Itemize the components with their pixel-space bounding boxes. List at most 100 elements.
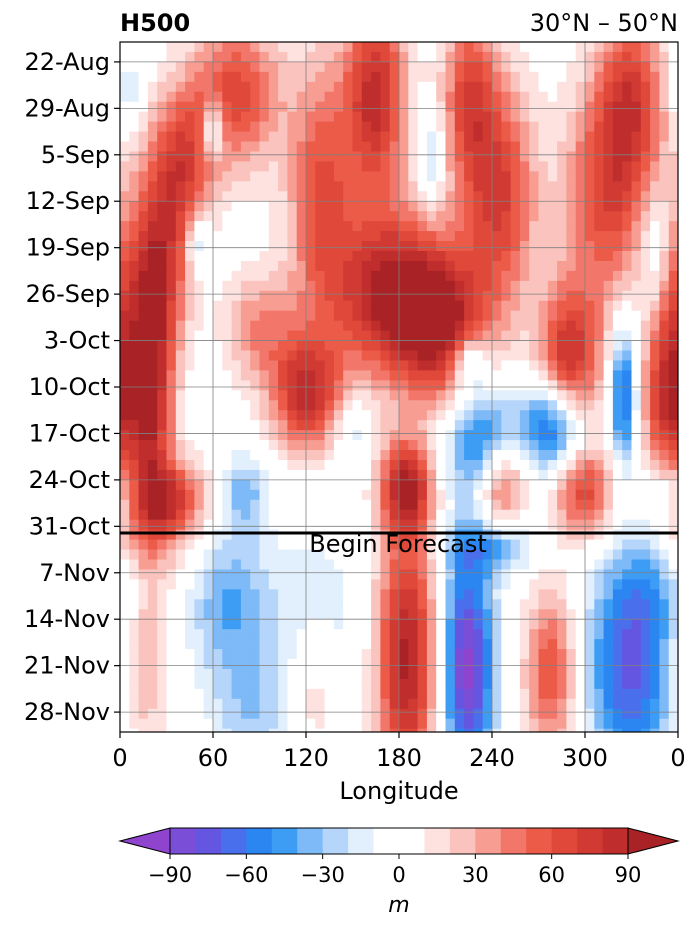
heatmap-cell	[408, 539, 419, 551]
heatmap-cell	[510, 290, 521, 302]
heatmap-cell	[659, 360, 670, 372]
heatmap-cell	[278, 181, 288, 192]
heatmap-cell	[240, 330, 251, 342]
heatmap-cell	[129, 42, 140, 53]
heatmap-cell	[175, 519, 186, 531]
heatmap-cell	[473, 400, 484, 411]
heatmap-cell	[426, 718, 437, 730]
heatmap-cell	[510, 639, 521, 650]
heatmap-cell	[492, 42, 502, 53]
heatmap-cell	[510, 171, 521, 182]
heatmap-cell	[668, 241, 678, 252]
heatmap-cell	[399, 509, 409, 521]
heatmap-cell	[650, 191, 660, 202]
heatmap-cell	[557, 400, 567, 411]
heatmap-cell	[222, 320, 233, 332]
heatmap-cell	[250, 499, 261, 511]
heatmap-cell	[445, 509, 456, 521]
heatmap-cell	[640, 450, 651, 461]
heatmap-cell	[250, 101, 261, 113]
heatmap-cell	[426, 51, 437, 63]
heatmap-cell	[575, 390, 586, 401]
heatmap-cell	[612, 489, 623, 501]
heatmap-cell	[585, 241, 595, 252]
heatmap-cell	[668, 509, 678, 521]
heatmap-cell	[120, 81, 130, 93]
heatmap-cell	[268, 340, 279, 352]
heatmap-cell	[650, 509, 660, 521]
heatmap-cell	[250, 121, 261, 133]
heatmap-cell	[389, 410, 400, 421]
heatmap-cell	[519, 300, 530, 312]
heatmap-cell	[157, 151, 168, 163]
heatmap-cell	[631, 310, 642, 322]
heatmap-cell	[482, 241, 493, 252]
heatmap-cell	[222, 718, 233, 730]
heatmap-cell	[519, 390, 530, 401]
heatmap-cell	[594, 310, 605, 322]
heatmap-cell	[380, 191, 391, 202]
heatmap-cell	[594, 668, 605, 680]
heatmap-cell	[631, 579, 642, 590]
heatmap-cell	[436, 350, 447, 362]
heatmap-cell	[185, 360, 195, 372]
heatmap-cell	[147, 290, 158, 302]
heatmap-cell	[417, 81, 428, 93]
heatmap-cell	[585, 559, 595, 571]
heatmap-cell	[268, 241, 279, 252]
heatmap-cell	[147, 569, 158, 581]
heatmap-cell	[538, 619, 549, 630]
heatmap-cell	[622, 479, 633, 491]
heatmap-cell	[566, 250, 577, 262]
heatmap-cell	[668, 111, 678, 123]
heatmap-cell	[501, 459, 512, 471]
heatmap-cell	[417, 390, 428, 401]
heatmap-cell	[213, 191, 223, 202]
heatmap-cell	[287, 430, 298, 441]
heatmap-cell	[250, 350, 261, 362]
heatmap-cell	[120, 340, 130, 352]
heatmap-cell	[296, 91, 307, 103]
heatmap-cell	[296, 320, 307, 332]
heatmap-cell	[222, 549, 233, 561]
heatmap-cell	[436, 360, 447, 372]
heatmap-cell	[538, 499, 549, 511]
heatmap-cell	[501, 420, 512, 431]
heatmap-cell	[324, 489, 335, 501]
heatmap-cell	[361, 668, 372, 680]
heatmap-cell	[389, 221, 400, 232]
heatmap-cell	[519, 718, 530, 730]
heatmap-cell	[529, 260, 540, 272]
heatmap-cell	[445, 549, 456, 561]
heatmap-cell	[529, 450, 540, 461]
heatmap-cell	[343, 91, 354, 103]
heatmap-cell	[250, 201, 261, 212]
heatmap-cell	[426, 260, 437, 272]
heatmap-cell	[315, 111, 326, 123]
heatmap-cell	[194, 698, 205, 710]
heatmap-cell	[445, 489, 456, 501]
heatmap-cell	[473, 440, 484, 451]
heatmap-cell	[231, 459, 242, 471]
heatmap-cell	[380, 270, 391, 282]
heatmap-cell	[640, 191, 651, 202]
heatmap-cell	[557, 161, 567, 172]
heatmap-cell	[240, 181, 251, 192]
heatmap-cell	[650, 450, 660, 461]
heatmap-cell	[408, 698, 419, 710]
heatmap-cell	[352, 330, 363, 342]
heatmap-cell	[510, 191, 521, 202]
heatmap-cell	[231, 629, 242, 640]
heatmap-cell	[426, 131, 437, 143]
heatmap-cell	[175, 141, 186, 153]
heatmap-cell	[650, 619, 660, 630]
heatmap-cell	[222, 639, 233, 650]
heatmap-cell	[399, 708, 409, 720]
heatmap-cell	[213, 241, 223, 252]
heatmap-cell	[426, 111, 437, 123]
heatmap-cell	[603, 181, 614, 192]
heatmap-cell	[417, 688, 428, 700]
heatmap-cell	[268, 639, 279, 650]
heatmap-cell	[185, 509, 195, 521]
heatmap-cell	[287, 171, 298, 182]
